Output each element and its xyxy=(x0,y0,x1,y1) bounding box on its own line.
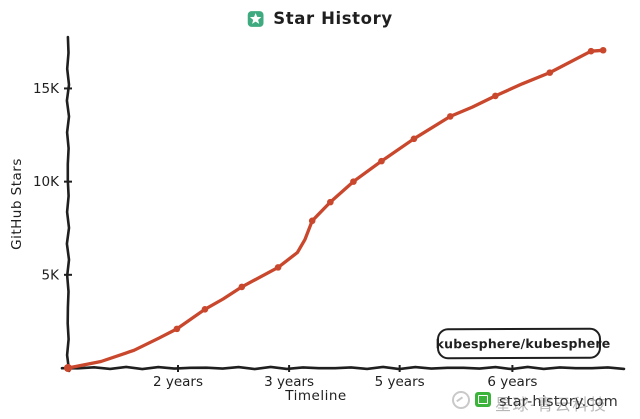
data-point-dot xyxy=(274,264,282,271)
data-point-dot xyxy=(410,135,418,143)
data-point-dot xyxy=(350,178,357,185)
y-tick-label: 5K xyxy=(42,267,61,283)
x-tick-label: 6 years xyxy=(487,374,537,390)
y-tick-label: 10K xyxy=(33,174,60,190)
x-tick-label: 3 years xyxy=(264,374,314,390)
data-point-dot xyxy=(546,69,554,76)
logo-star xyxy=(250,12,262,24)
data-point-dot xyxy=(308,217,316,225)
legend-label: kubesphere/kubesphere xyxy=(435,335,611,352)
legend-box: kubesphere/kubesphere xyxy=(427,327,610,360)
data-point-dot xyxy=(599,46,607,54)
series-line xyxy=(66,48,605,370)
star-history-logo-icon xyxy=(248,10,264,27)
page-title: Star History xyxy=(273,9,393,28)
y-axis-title: GitHub Stars xyxy=(9,158,25,250)
watermark: 星球-青云科技 star-history.com xyxy=(452,388,640,416)
data-point-dot xyxy=(327,198,334,206)
data-point-dot xyxy=(201,305,209,313)
site-watermark: star-history.com xyxy=(499,394,618,410)
platform-circle-logo-icon xyxy=(452,391,470,409)
data-point-dot xyxy=(238,283,246,291)
data-point-dot xyxy=(446,113,454,120)
data-point-dot xyxy=(587,47,595,55)
data-point-dot xyxy=(173,325,181,333)
x-axis-line xyxy=(60,365,626,371)
y-tick-label: 15K xyxy=(33,81,60,97)
x-axis-title: Timeline xyxy=(285,388,347,404)
y-axis-line xyxy=(65,35,71,373)
publisher-watermark: 星球-青云科技 xyxy=(495,395,608,414)
x-tick-label: 2 years xyxy=(153,374,203,390)
platform-green-app-icon xyxy=(475,392,491,407)
chart-header: Star History xyxy=(0,9,640,28)
data-point-dot xyxy=(492,92,499,100)
x-tick-label: 5 years xyxy=(375,374,425,390)
data-point-dot xyxy=(64,364,72,372)
data-point-dot xyxy=(378,157,385,165)
